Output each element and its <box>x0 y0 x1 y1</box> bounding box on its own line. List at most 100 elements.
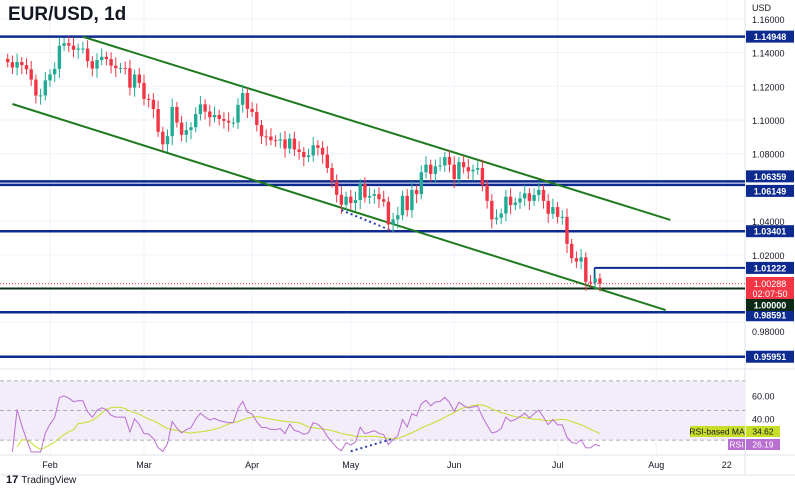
candle-body <box>278 139 282 141</box>
candle-body <box>10 62 15 68</box>
candle-body <box>419 172 423 195</box>
candle-body <box>518 198 522 203</box>
level-price-tag: 1.03401 <box>754 227 787 237</box>
candle-body <box>382 199 386 202</box>
y-tick-label: 1.04000 <box>752 217 785 227</box>
candle-body <box>142 82 146 99</box>
candle-body <box>288 138 292 149</box>
candle-body <box>76 48 80 50</box>
candle-body <box>283 139 287 149</box>
x-tick-label: Jun <box>447 460 462 470</box>
candle-body <box>20 62 24 66</box>
rsi-ma-value-bg <box>746 426 780 437</box>
candle-body <box>118 68 123 70</box>
candle-body <box>165 136 170 145</box>
rsi-ma-label: RSI-based MA <box>689 427 745 437</box>
candle-body <box>170 107 174 137</box>
y-tick-label: 1.10000 <box>752 116 785 126</box>
candle-body <box>429 164 433 174</box>
candle-body <box>593 278 597 283</box>
candle-body <box>226 120 231 123</box>
candle-body <box>57 45 62 69</box>
candle-body <box>245 93 250 109</box>
candle-body <box>71 45 76 50</box>
parity-price-tag-bg <box>746 299 794 311</box>
candle-body <box>236 104 240 123</box>
candle-body <box>386 201 391 225</box>
candle-body <box>532 194 536 201</box>
candle-body <box>53 68 57 75</box>
candle-body <box>320 147 325 155</box>
level-price-tag-bg <box>746 225 794 238</box>
rsi-divergence-dotted-line <box>350 437 394 453</box>
candle-body <box>34 79 38 96</box>
y-tick-label: 1.08000 <box>752 150 785 160</box>
candle-body <box>222 118 226 121</box>
candle-body <box>156 109 160 132</box>
candle-body <box>179 122 184 135</box>
candle-body <box>241 93 245 105</box>
candle-body <box>523 193 527 199</box>
candle-body <box>546 200 550 214</box>
candle-body <box>95 60 99 69</box>
candle-body <box>490 200 494 220</box>
candle-body <box>297 149 301 153</box>
tradingview-logo: 17 TradingView <box>6 474 76 486</box>
candle-body <box>504 196 508 214</box>
candle-body <box>147 98 151 100</box>
candle-body <box>452 164 456 179</box>
x-tick-label: Jul <box>552 460 564 470</box>
candle-body <box>104 56 109 60</box>
candle-body <box>6 58 10 63</box>
candle-body <box>128 68 132 88</box>
candle-body <box>424 164 428 173</box>
candle-body <box>363 184 367 198</box>
candle-body <box>132 74 137 88</box>
candle-body <box>499 213 503 218</box>
candle-body <box>151 99 156 110</box>
rsi-label: RSI <box>729 440 743 450</box>
candle-body <box>29 69 33 80</box>
candle-body <box>250 108 254 112</box>
candle-body <box>410 189 414 211</box>
candle-body <box>100 56 104 61</box>
candle-body <box>367 195 372 198</box>
candle-body <box>48 74 52 81</box>
candle-body <box>414 189 419 195</box>
candle-body <box>537 189 541 195</box>
candle-body <box>461 162 466 168</box>
level-price-tag: 1.14948 <box>754 32 787 42</box>
candle-body <box>584 257 588 282</box>
rsi-ma-label-bg <box>690 426 745 437</box>
candle-body <box>574 258 579 262</box>
candle-body <box>81 48 85 50</box>
candle-body <box>443 157 447 166</box>
candle-body <box>494 217 499 220</box>
y-tick-label: 1.12000 <box>752 82 785 92</box>
candle-body <box>203 104 207 112</box>
last-price-tag: 1.00288 <box>754 279 787 289</box>
candle-body <box>189 127 193 131</box>
level-price-tag-bg <box>746 309 794 322</box>
candle-body <box>255 111 259 126</box>
candle-body <box>67 43 71 46</box>
rsi-ma-line <box>16 404 601 451</box>
candle-body <box>391 219 395 225</box>
level-price-tag-bg <box>746 261 794 274</box>
candle-body <box>90 61 94 69</box>
currency-label: USD <box>752 3 772 13</box>
channel-trendline <box>12 103 667 312</box>
candle-body <box>508 196 513 206</box>
level-price-tag: 1.06359 <box>754 172 787 182</box>
candle-body <box>588 281 593 283</box>
candle-body <box>565 216 569 244</box>
y-tick-label: 0.98000 <box>752 327 785 337</box>
candle-body <box>471 169 475 172</box>
x-tick-label: Apr <box>245 460 259 470</box>
candle-body <box>259 125 264 137</box>
candle-body <box>344 196 348 205</box>
candle-body <box>330 168 334 182</box>
candle-body <box>396 215 400 220</box>
rsi-value: 26.19 <box>752 440 774 450</box>
